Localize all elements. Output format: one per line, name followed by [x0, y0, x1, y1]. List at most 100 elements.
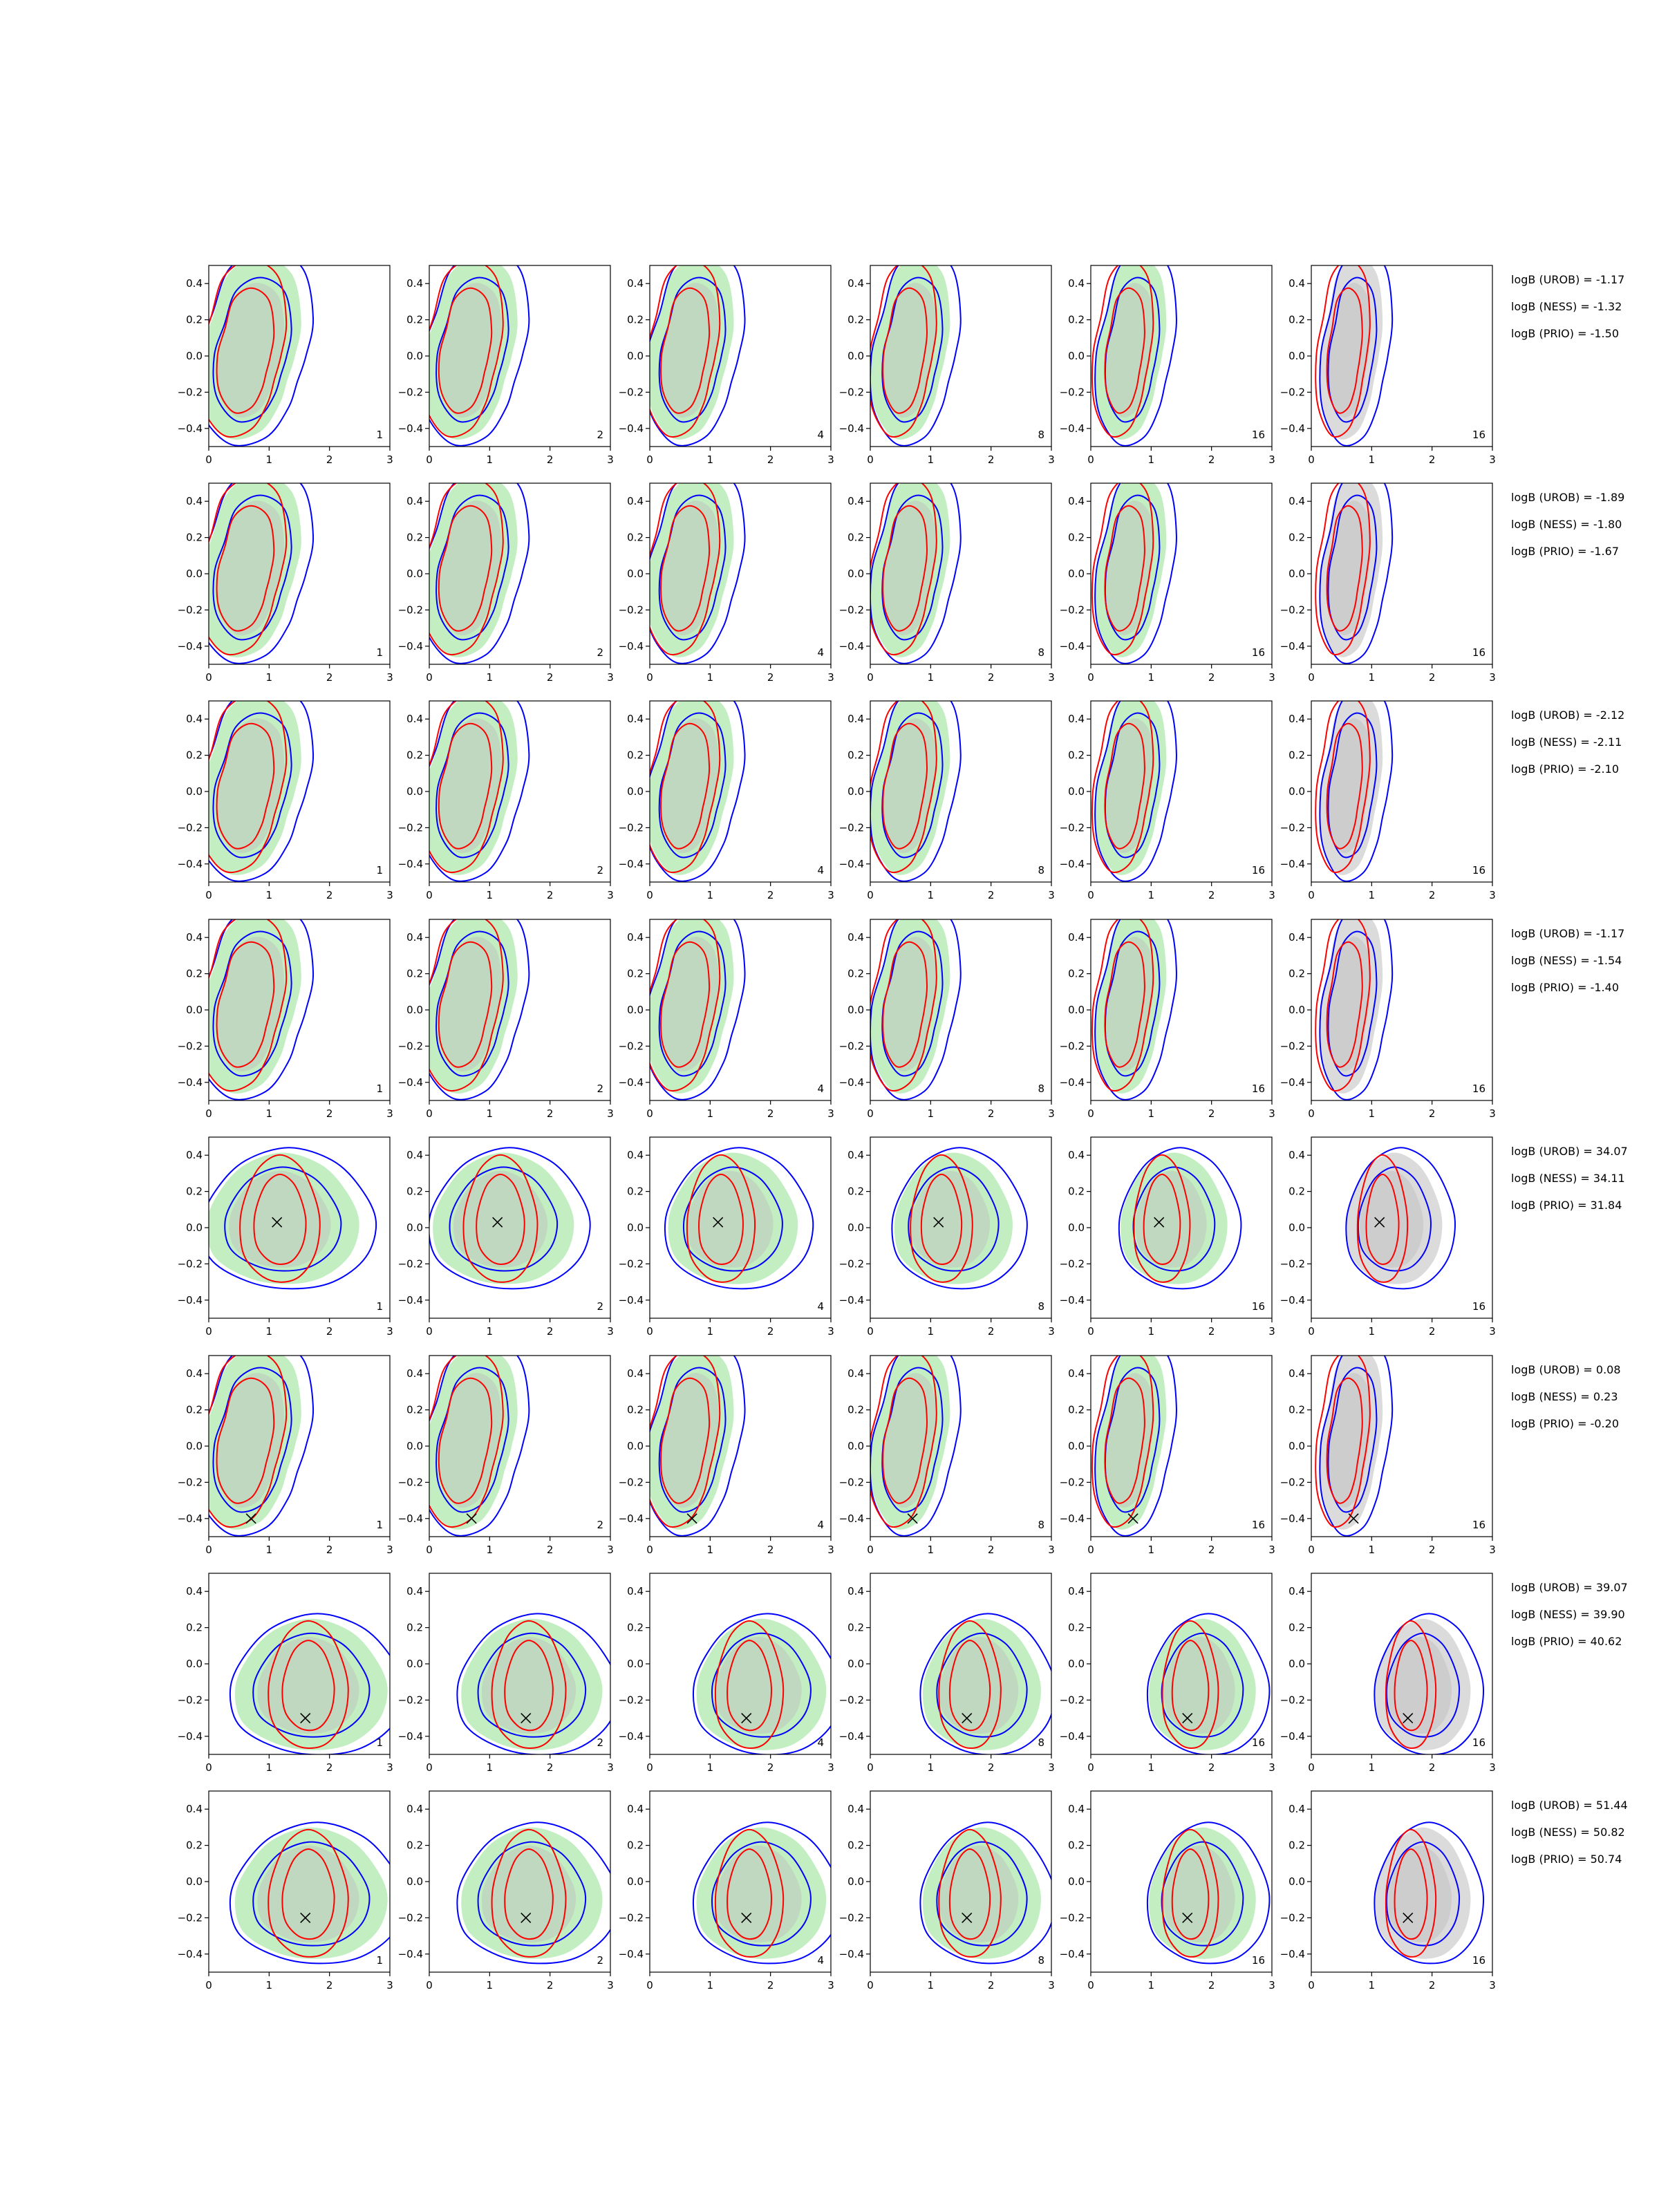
- y-tick-label: 0.4: [1068, 1367, 1085, 1380]
- x-tick-label: 1: [487, 1544, 494, 1556]
- x-tick-label: 0: [867, 1107, 874, 1120]
- panel-plot-area: [209, 919, 315, 1100]
- y-tick-label: 0.4: [847, 931, 864, 944]
- blue-contour-outer: [1094, 701, 1177, 882]
- y-tick-label: −0.4: [1060, 640, 1085, 653]
- y-tick-label: 0.0: [1068, 1004, 1085, 1016]
- y-tick-label: −0.2: [839, 386, 864, 398]
- density-fill-inner: [883, 500, 937, 636]
- panel-plot-area: [456, 1613, 610, 1754]
- logb-annotation: logB (PRIO) = 50.74: [1511, 1853, 1622, 1866]
- y-tick-label: −0.2: [839, 1694, 864, 1706]
- x-tick-label: 1: [707, 889, 714, 901]
- truth-marker: [907, 1513, 918, 1524]
- red-contour-inner: [882, 941, 928, 1068]
- panel-level-label: 8: [1038, 646, 1044, 659]
- red-contour-inner: [660, 1377, 711, 1504]
- panel-level-label: 2: [597, 1300, 603, 1313]
- red-contour-outer: [650, 919, 721, 1092]
- panel-level-label: 1: [376, 1736, 383, 1749]
- blue-contour-inner: [1385, 1632, 1461, 1738]
- panel-r3-c5: 0.4 0.2 0.0 −0.2 −0.4 0 1 2 316: [1060, 700, 1275, 901]
- y-tick-label: −0.4: [1060, 1730, 1085, 1743]
- y-tick-label: −0.4: [1280, 1512, 1305, 1525]
- x-tick-label: 3: [607, 889, 614, 901]
- truth-marker-stroke: [933, 1217, 944, 1228]
- truth-marker-stroke: [300, 1912, 311, 1923]
- red-contour-outer: [491, 1620, 567, 1750]
- y-tick-label: −0.2: [1060, 1040, 1085, 1052]
- truth-marker-stroke: [466, 1513, 477, 1524]
- y-tick-label: 0.0: [186, 1221, 203, 1234]
- y-tick-label: −0.2: [178, 1040, 203, 1052]
- x-tick-label: 3: [607, 453, 614, 466]
- y-tick-label: −0.4: [619, 640, 644, 653]
- x-tick-label: 2: [988, 453, 995, 466]
- x-tick-label: 3: [1489, 1544, 1496, 1556]
- y-tick-label: 0.0: [406, 1440, 423, 1452]
- y-tick-label: 0.0: [1288, 350, 1305, 362]
- truth-marker: [466, 1513, 477, 1524]
- red-contour-inner: [216, 505, 275, 632]
- panel-r7-c2: 0.40.20.0−0.2−0.40 1 2 32: [398, 1573, 614, 1774]
- blue-contour-inner: [1357, 1166, 1432, 1272]
- x-tick-label: 3: [827, 1761, 834, 1774]
- y-tick-label: −0.2: [839, 1911, 864, 1924]
- blue-contour-outer: [1319, 1356, 1394, 1537]
- x-tick-label: 3: [1489, 453, 1496, 466]
- x-tick-label: 1: [707, 1979, 714, 1991]
- y-tick-label: 0.4: [847, 277, 864, 290]
- y-tick-label: 0.4: [1288, 1803, 1305, 1815]
- red-contour-outer: [429, 483, 504, 656]
- panel-r4-c1: 0.40.20.0−0.2−0.40 1 2 31: [178, 919, 393, 1120]
- y-tick-label: −0.2: [619, 1476, 644, 1488]
- x-tick-label: 1: [266, 671, 273, 684]
- x-tick-label: 1: [266, 1544, 273, 1556]
- x-tick-label: 3: [1048, 1979, 1055, 1991]
- blue-contour-inner: [212, 712, 292, 859]
- y-tick-label: 0.2: [1068, 749, 1085, 762]
- blue-contour-outer: [1319, 701, 1394, 882]
- y-tick-label: −0.4: [1280, 1948, 1305, 1960]
- density-fill-inner: [661, 1373, 720, 1508]
- y-tick-label: 0.0: [406, 1875, 423, 1888]
- red-contour-outer: [1315, 265, 1371, 438]
- x-tick-label: 2: [326, 1107, 333, 1120]
- density-fill-inner: [438, 718, 503, 854]
- panel-plot-area: [429, 701, 530, 882]
- panel-plot-area: [870, 483, 962, 664]
- panel-r6-c3: 0.4 0.2 0.0 −0.2 −0.4 0 1 2 3 4: [619, 1355, 834, 1556]
- y-tick-label: −0.2: [619, 603, 644, 616]
- red-contour-inner: [882, 287, 928, 414]
- x-tick-label: 2: [1208, 1325, 1215, 1338]
- panel-r4-c2: 0.40.20.0−0.2−0.40 1 2 32: [398, 919, 614, 1120]
- y-tick-label: −0.4: [839, 1294, 864, 1306]
- density-fill-outer: [1095, 483, 1167, 657]
- panel-plot-area: [650, 265, 746, 447]
- x-tick-label: 3: [1268, 1107, 1275, 1120]
- x-tick-label: 0: [867, 1544, 874, 1556]
- x-tick-label: 0: [646, 453, 653, 466]
- y-tick-label: 0.2: [1288, 1622, 1305, 1634]
- x-tick-label: 2: [547, 453, 554, 466]
- x-tick-label: 0: [1308, 1325, 1315, 1338]
- red-contour-outer: [1161, 1620, 1219, 1750]
- blue-contour-inner: [658, 494, 727, 641]
- y-tick-label: 0.4: [847, 1367, 864, 1380]
- y-tick-label: 0.4: [627, 1803, 644, 1815]
- density-fill-inner: [216, 500, 285, 636]
- y-tick-label: −0.2: [398, 1694, 423, 1706]
- panel-level-label: 4: [817, 1954, 824, 1967]
- y-tick-label: −0.2: [178, 386, 203, 398]
- x-tick-label: 3: [1048, 671, 1055, 684]
- y-tick-label: 0.2: [1288, 1839, 1305, 1852]
- y-tick-label: 0.0: [847, 1221, 864, 1234]
- panel-level-label: 2: [597, 1954, 603, 1967]
- panel-level-label: 16: [1472, 864, 1485, 877]
- red-contour-inner: [1104, 1377, 1145, 1504]
- truth-marker: [1154, 1217, 1165, 1228]
- x-tick-label: 1: [1369, 453, 1376, 466]
- y-tick-label: −0.2: [619, 386, 644, 398]
- x-tick-label: 0: [646, 1325, 653, 1338]
- y-tick-label: 0.4: [186, 277, 203, 290]
